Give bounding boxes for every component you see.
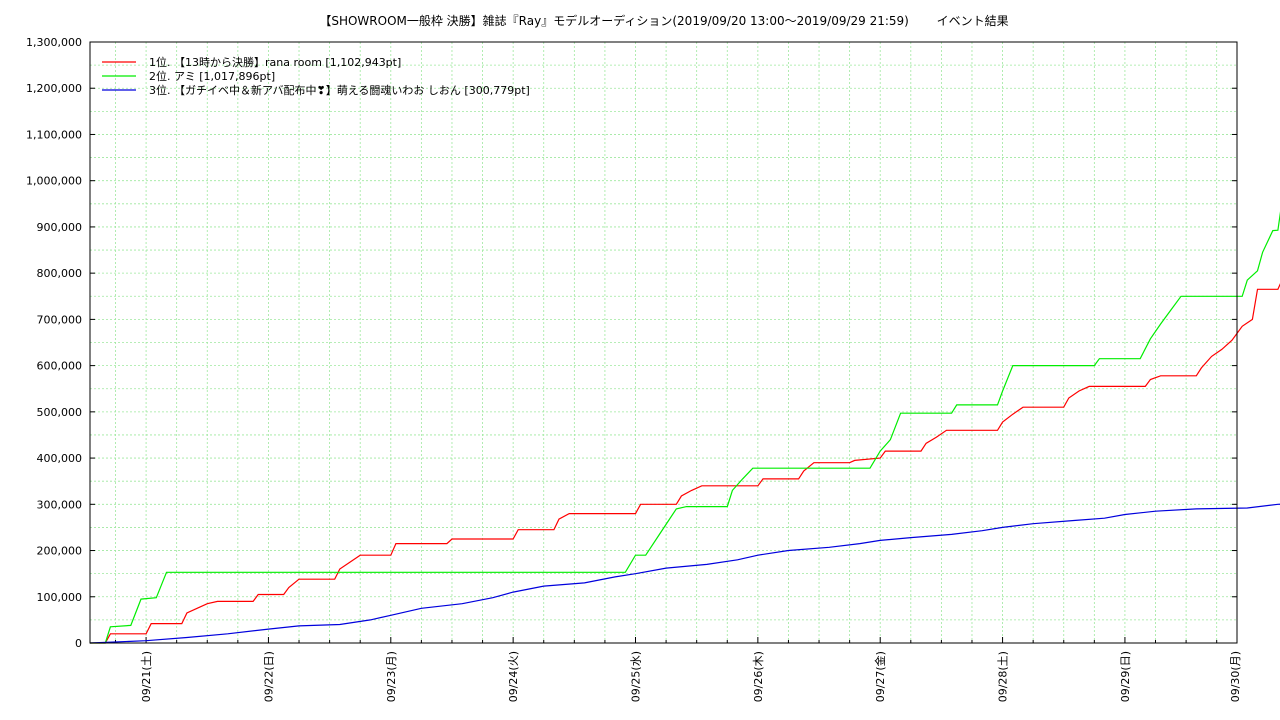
y-tick-label: 1,100,000: [26, 128, 82, 141]
y-tick-label: 700,000: [37, 313, 83, 326]
y-tick-label: 1,200,000: [26, 82, 82, 95]
y-axis-ticks: 0 100,000 200,000 300,000 400,000 500,000 600,…: [26, 36, 1237, 650]
x-tick-label: 09/30(月): [1229, 651, 1242, 702]
legend: 1位. 【13時から決勝】rana room [1,102,943pt]2位. …: [102, 55, 530, 97]
legend-label: 2位. アミ [1,017,896pt]: [149, 69, 275, 83]
x-tick-label: 09/24(火): [507, 651, 520, 702]
y-tick-label: 300,000: [37, 498, 83, 511]
chart-title: 【SHOWROOM一般枠 決勝】雑誌『Ray』モデルオーディション(2019/0…: [319, 13, 1008, 28]
y-tick-label: 200,000: [37, 545, 83, 558]
x-tick-label: 09/22(日): [262, 651, 275, 702]
y-tick-label: 1,300,000: [26, 36, 82, 49]
x-tick-label: 09/25(水): [630, 651, 643, 702]
series-line-1: [90, 283, 1280, 644]
series-line-3: [89, 503, 1280, 644]
y-tick-label: 1,000,000: [26, 175, 82, 188]
legend-label: 1位. 【13時から決勝】rana room [1,102,943pt]: [149, 55, 401, 69]
y-tick-label: 100,000: [37, 591, 83, 604]
x-axis-ticks: 09/21(土) 09/22(日) 09/23(月) 09/24(火) 09/25(水)…: [114, 637, 1242, 702]
legend-label: 3位. 【ガチイベ中＆新アバ配布中❣】萌える闘魂いわお しおん [300,779…: [149, 83, 530, 97]
x-tick-label: 09/29(日): [1119, 651, 1132, 702]
y-tick-label: 800,000: [37, 267, 83, 280]
grid-lines: [90, 41, 1237, 644]
x-tick-label: 09/23(月): [385, 651, 398, 702]
series-line-2: [90, 211, 1280, 644]
series-lines: [89, 211, 1280, 644]
x-tick-label: 09/28(土): [997, 651, 1010, 702]
x-tick-label: 09/26(木): [752, 651, 765, 702]
y-tick-label: 400,000: [37, 452, 83, 465]
y-tick-label: 0: [75, 637, 82, 650]
plot-frame: [89, 41, 1238, 644]
x-tick-label: 09/27(金): [873, 651, 887, 702]
y-tick-label: 500,000: [37, 406, 83, 419]
y-tick-label: 900,000: [37, 221, 83, 234]
y-tick-label: 600,000: [37, 360, 83, 373]
x-tick-label: 09/21(土): [140, 651, 153, 702]
